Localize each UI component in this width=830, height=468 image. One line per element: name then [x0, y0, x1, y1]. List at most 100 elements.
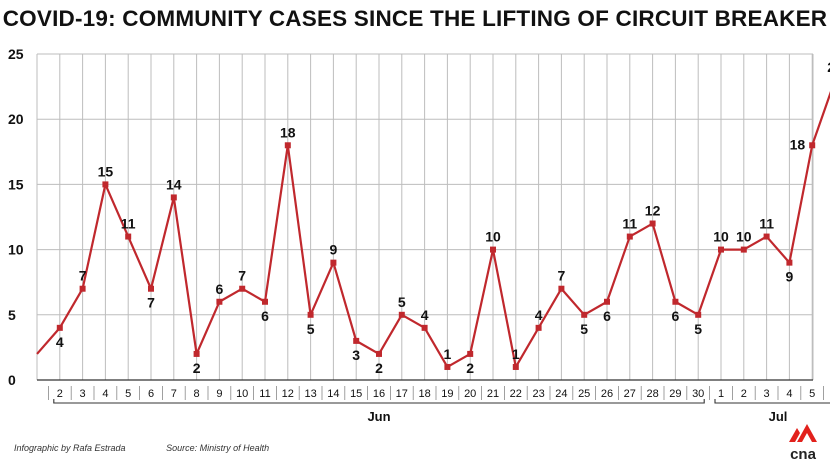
data-point [604, 298, 610, 305]
x-tick-label: 5 [125, 388, 131, 400]
x-axis-ticks: 2 3 4 5 6 7 8 9 10 11 12 13 14 15 16 17 18 19 20 21 22 23 24 25… [48, 386, 824, 400]
y-axis-ticks: 0 5 10 15 20 25 [8, 46, 24, 388]
x-tick-label: 17 [396, 388, 408, 400]
month-brackets: Jun Jul [53, 399, 830, 424]
data-point [672, 298, 679, 305]
data-point [626, 233, 633, 240]
x-tick-label: 30 [692, 388, 704, 400]
x-tick-label: 8 [194, 388, 200, 400]
data-point [170, 194, 177, 201]
data-label: 7 [558, 268, 566, 284]
x-tick-label: 1 [718, 388, 724, 400]
x-tick-label: 21 [487, 388, 499, 400]
x-tick-label: 11 [259, 388, 270, 400]
data-label: 18 [280, 124, 296, 140]
data-point [56, 324, 63, 331]
data-label: 4 [535, 307, 543, 323]
data-label: 10 [713, 229, 729, 245]
x-tick-label: 5 [809, 388, 815, 400]
x-tick-label: 7 [171, 388, 177, 400]
x-tick-label: 15 [350, 388, 362, 400]
data-point [763, 233, 770, 240]
data-label: 12 [645, 203, 661, 219]
data-point [398, 311, 405, 318]
data-label: 2 [375, 360, 383, 376]
data-label: 6 [672, 308, 680, 324]
data-point [558, 285, 565, 292]
data-point [809, 142, 816, 149]
x-tick-label: 3 [764, 388, 770, 400]
series-community-cases [36, 91, 830, 370]
x-tick-label: 22 [510, 388, 522, 400]
source-text: Source: Ministry of Health [166, 443, 270, 453]
x-tick-label: 19 [441, 388, 453, 400]
x-tick-label: 10 [236, 388, 248, 400]
data-label: 10 [485, 229, 501, 245]
data-point [581, 311, 588, 318]
data-point [353, 337, 360, 344]
logo-text: cna [790, 446, 817, 462]
y-tick-label: 10 [8, 242, 24, 258]
data-label: 1 [512, 346, 520, 362]
data-point [79, 285, 86, 292]
data-point [284, 142, 291, 149]
data-label: 5 [694, 321, 702, 337]
x-tick-label: 4 [102, 388, 108, 400]
data-point [421, 324, 428, 331]
data-point [193, 350, 200, 357]
y-tick-label: 25 [8, 46, 24, 62]
x-tick-label: 24 [555, 388, 567, 400]
x-tick-label: 26 [601, 388, 613, 400]
y-tick-label: 5 [8, 307, 16, 323]
data-label: 5 [307, 321, 315, 337]
x-tick-label: 28 [646, 388, 658, 400]
data-label: 2 [193, 360, 201, 376]
data-point [649, 220, 656, 227]
data-label: 9 [786, 269, 794, 285]
credit-text: Infographic by Rafa Estrada [14, 443, 126, 453]
x-tick-label: 12 [282, 388, 294, 400]
data-label: 11 [759, 216, 774, 232]
y-tick-label: 20 [8, 111, 24, 127]
data-point [512, 363, 519, 370]
data-point [216, 298, 223, 305]
x-tick-label: 14 [327, 388, 339, 400]
data-label: 4 [56, 334, 64, 350]
chart-title: COVID-19: COMMUNITY CASES SINCE THE LIFT… [2, 6, 828, 31]
month-label: Jun [367, 409, 390, 424]
cna-logo: cna [789, 424, 817, 462]
data-label: 5 [580, 321, 588, 337]
data-point [376, 350, 382, 357]
data-label: 10 [736, 229, 752, 245]
data-label: 6 [603, 308, 611, 324]
data-label: 11 [121, 216, 136, 232]
y-tick-label: 0 [8, 372, 16, 388]
x-tick-label: 27 [624, 388, 636, 400]
x-tick-label: 6 [148, 388, 154, 400]
data-point [695, 311, 702, 318]
data-label: 7 [79, 268, 87, 284]
data-label: 1 [444, 346, 452, 362]
data-point [262, 298, 268, 305]
data-point [718, 246, 724, 253]
x-tick-label: 18 [418, 388, 430, 400]
data-point [148, 285, 154, 292]
x-tick-label: 25 [578, 388, 590, 400]
data-point [786, 259, 793, 266]
month-bracket [714, 399, 830, 404]
data-point [239, 285, 246, 292]
data-point [330, 259, 337, 266]
x-tick-label: 29 [669, 388, 681, 400]
data-label: 7 [147, 295, 155, 311]
x-tick-label: 16 [373, 388, 385, 400]
grid [36, 53, 814, 380]
y-tick-label: 15 [8, 176, 24, 192]
series-line [36, 91, 830, 369]
x-tick-label: 23 [532, 388, 544, 400]
x-tick-label: 2 [57, 388, 63, 400]
data-label: 7 [238, 268, 246, 284]
x-tick-label: 9 [216, 388, 222, 400]
data-label: 6 [216, 281, 224, 297]
